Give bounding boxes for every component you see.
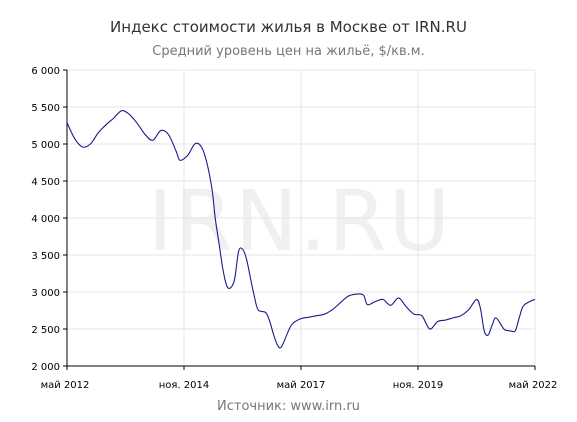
data-point	[389, 303, 393, 307]
data-point	[151, 138, 155, 142]
data-point	[65, 121, 69, 125]
y-tick-label: 4 000	[31, 214, 60, 225]
data-point	[225, 284, 229, 288]
data-point	[96, 131, 100, 135]
data-point	[272, 333, 276, 337]
data-point	[73, 137, 77, 141]
y-tick-label: 3 000	[31, 288, 60, 299]
data-point	[81, 145, 85, 149]
data-point	[459, 314, 463, 318]
data-point	[322, 312, 326, 316]
data-point	[354, 292, 358, 296]
data-point	[237, 249, 241, 253]
data-point	[361, 293, 365, 297]
data-point	[213, 216, 217, 220]
x-axis-ticks: май 2012 ноя. 2014 май 2017 ноя. 2019 май 20…	[41, 366, 558, 391]
data-point	[194, 141, 198, 145]
data-point	[490, 323, 494, 327]
y-tick-label: 5 000	[31, 140, 60, 151]
data-point	[127, 112, 131, 116]
data-point	[120, 109, 124, 113]
data-point	[467, 308, 471, 312]
x-tick-label: май 2022	[509, 380, 558, 391]
data-point	[315, 314, 319, 318]
data-point	[521, 304, 525, 308]
data-point	[404, 305, 408, 309]
data-point	[338, 301, 342, 305]
data-point	[256, 308, 260, 312]
x-tick-label: май 2017	[277, 380, 326, 391]
data-point	[287, 327, 291, 331]
x-tick-label: ноя. 2014	[159, 380, 209, 391]
y-axis-ticks: 2 000 2 500 3 000 3 500 4 000 4 500 5 000 5 500…	[31, 66, 67, 373]
data-point	[229, 286, 233, 290]
x-tick-label: май 2012	[41, 380, 90, 391]
data-point	[217, 242, 221, 246]
data-point	[502, 327, 506, 331]
data-point	[517, 315, 521, 319]
y-tick-label: 5 500	[31, 103, 60, 114]
data-point	[112, 116, 116, 120]
data-point	[202, 149, 206, 153]
source-note: Источник: www.irn.ru	[0, 399, 577, 415]
data-point	[443, 318, 447, 322]
y-tick-label: 2 500	[31, 325, 60, 336]
y-tick-label: 4 500	[31, 177, 60, 188]
data-point	[373, 300, 377, 304]
y-tick-label: 3 500	[31, 251, 60, 262]
data-point	[104, 123, 108, 127]
data-point	[221, 268, 225, 272]
data-point	[478, 306, 482, 310]
data-point	[420, 314, 424, 318]
data-point	[451, 316, 455, 320]
data-point	[307, 315, 311, 319]
data-point	[252, 294, 256, 298]
data-point	[486, 333, 490, 337]
data-point	[482, 329, 486, 333]
data-point	[248, 275, 252, 279]
data-point	[186, 153, 190, 157]
data-point	[291, 321, 295, 325]
data-point	[244, 257, 248, 261]
data-point	[159, 129, 163, 133]
data-point	[174, 149, 178, 153]
data-point	[475, 297, 479, 301]
data-point	[276, 343, 280, 347]
data-point	[330, 308, 334, 312]
grid	[67, 70, 535, 366]
data-point	[381, 297, 385, 301]
data-point	[135, 121, 139, 125]
data-point	[166, 132, 170, 136]
data-point	[365, 303, 369, 307]
x-tick-label: ноя. 2019	[393, 380, 443, 391]
data-point	[178, 158, 182, 162]
data-point	[533, 297, 537, 301]
data-point	[346, 294, 350, 298]
data-point	[529, 299, 533, 303]
data-point	[494, 316, 498, 320]
data-point	[397, 296, 401, 300]
data-point	[412, 312, 416, 316]
y-tick-label: 6 000	[31, 66, 60, 77]
data-point	[233, 277, 237, 281]
data-point	[143, 132, 147, 136]
data-point	[506, 328, 510, 332]
data-point	[510, 329, 514, 333]
data-point	[428, 327, 432, 331]
data-point	[514, 328, 518, 332]
data-point	[264, 311, 268, 315]
data-point	[280, 345, 284, 349]
data-point	[209, 183, 213, 187]
data-point	[88, 142, 92, 146]
data-point	[436, 320, 440, 324]
y-tick-label: 2 000	[31, 362, 60, 373]
data-point	[241, 247, 245, 251]
data-point	[268, 320, 272, 324]
data-point	[299, 317, 303, 321]
